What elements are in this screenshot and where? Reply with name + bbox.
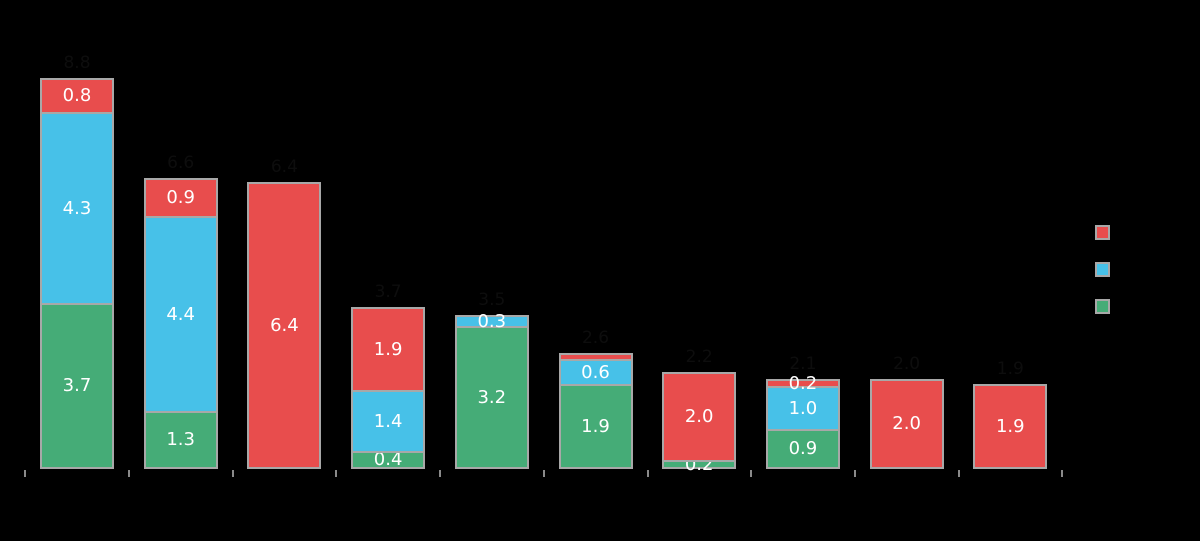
- segment-value-label: 0.8: [62, 85, 92, 106]
- segment-value-label: 0.2: [788, 372, 818, 394]
- bar-4-segment-green: 0.4: [351, 449, 426, 470]
- x-axis-tick: [231, 470, 234, 477]
- segment-value-label: 3.7: [62, 375, 92, 396]
- legend-item-blue: [1095, 262, 1119, 277]
- segment-value-label: 0.9: [166, 187, 195, 208]
- segment-value-label: 1.4: [373, 410, 403, 432]
- segment-value-label: 4.3: [62, 197, 92, 219]
- segment-value-label: 1.9: [581, 415, 610, 437]
- x-axis-tick: [439, 470, 442, 477]
- x-axis-tick: [335, 470, 338, 477]
- bar-1-segment-blue: 4.3: [40, 112, 114, 305]
- segment-value-label: 3.2: [477, 386, 507, 408]
- bar-8-segment-red: 0.2: [765, 374, 840, 392]
- legend-swatch-green: [1095, 299, 1110, 314]
- bar-7-segment-red: 2.0: [662, 372, 737, 462]
- bar-2-segment-green: 1.3: [143, 411, 218, 469]
- bar-2-segment-blue: 4.4: [143, 216, 218, 413]
- legend-swatch-red: [1095, 225, 1110, 240]
- segment-value-label: 1.0: [788, 397, 818, 419]
- bar-total-label: 1.9: [996, 359, 1024, 379]
- bar-6-segment-blue: 0.6: [558, 359, 633, 386]
- bar-total-label: 3.7: [374, 282, 402, 302]
- bar-total-label: 2.2: [685, 347, 713, 367]
- bar-total-label: 3.5: [478, 290, 506, 310]
- x-axis-tick: [1061, 470, 1064, 477]
- legend-item-green: [1095, 299, 1119, 314]
- x-axis-tick: [750, 470, 753, 477]
- bar-total-label: 2.1: [789, 354, 817, 374]
- segment-value-label: 1.9: [995, 415, 1025, 437]
- segment-value-label: 6.4: [270, 314, 299, 336]
- x-axis-tick: [853, 470, 856, 477]
- segment-value-label: 0.9: [788, 438, 818, 459]
- bar-total-label: 2.6: [581, 328, 610, 348]
- bar-4-segment-red: 1.9: [351, 307, 426, 392]
- segment-value-label: 2.0: [684, 406, 714, 427]
- segment-value-label: 4.4: [166, 303, 195, 325]
- bar-8-segment-blue: 1.0: [765, 386, 840, 431]
- segment-value-label: 0.6: [581, 361, 610, 383]
- x-axis-tick: [128, 470, 130, 477]
- bar-5-segment-green: 3.2: [454, 326, 529, 469]
- bar-10-segment-red: 1.9: [973, 384, 1048, 469]
- segment-value-label: 0.4: [373, 449, 403, 470]
- segment-value-label: 2.0: [892, 413, 921, 434]
- bar-total-label: 6.6: [167, 153, 195, 173]
- bar-1-segment-red: 0.8: [40, 78, 114, 114]
- segment-value-label: 1.3: [166, 429, 195, 450]
- legend: [1095, 225, 1119, 336]
- bar-1-segment-green: 3.7: [40, 303, 114, 469]
- x-axis-tick: [957, 470, 960, 477]
- bar-total-label: 8.8: [63, 53, 91, 73]
- bar-9-segment-red: 2.0: [869, 379, 944, 469]
- bar-2-segment-red: 0.9: [143, 178, 218, 218]
- bar-total-label: 2.0: [893, 354, 921, 374]
- bar-5-segment-blue: 0.3: [454, 310, 529, 332]
- bar-8-segment-green: 0.9: [765, 429, 840, 469]
- bar-6-segment-red: [558, 353, 633, 361]
- legend-swatch-blue: [1095, 262, 1110, 277]
- x-axis-tick: [24, 470, 27, 477]
- x-axis-tick: [646, 470, 649, 477]
- segment-value-label: 0.3: [477, 310, 507, 332]
- segment-value-label: 1.9: [373, 338, 403, 360]
- bar-total-label: 6.4: [270, 157, 298, 177]
- bar-3-segment-red: 6.4: [247, 182, 322, 469]
- legend-item-red: [1095, 225, 1119, 240]
- bar-6-segment-green: 1.9: [558, 384, 633, 469]
- x-axis-tick: [542, 470, 545, 477]
- bar-4-segment-blue: 1.4: [351, 390, 426, 453]
